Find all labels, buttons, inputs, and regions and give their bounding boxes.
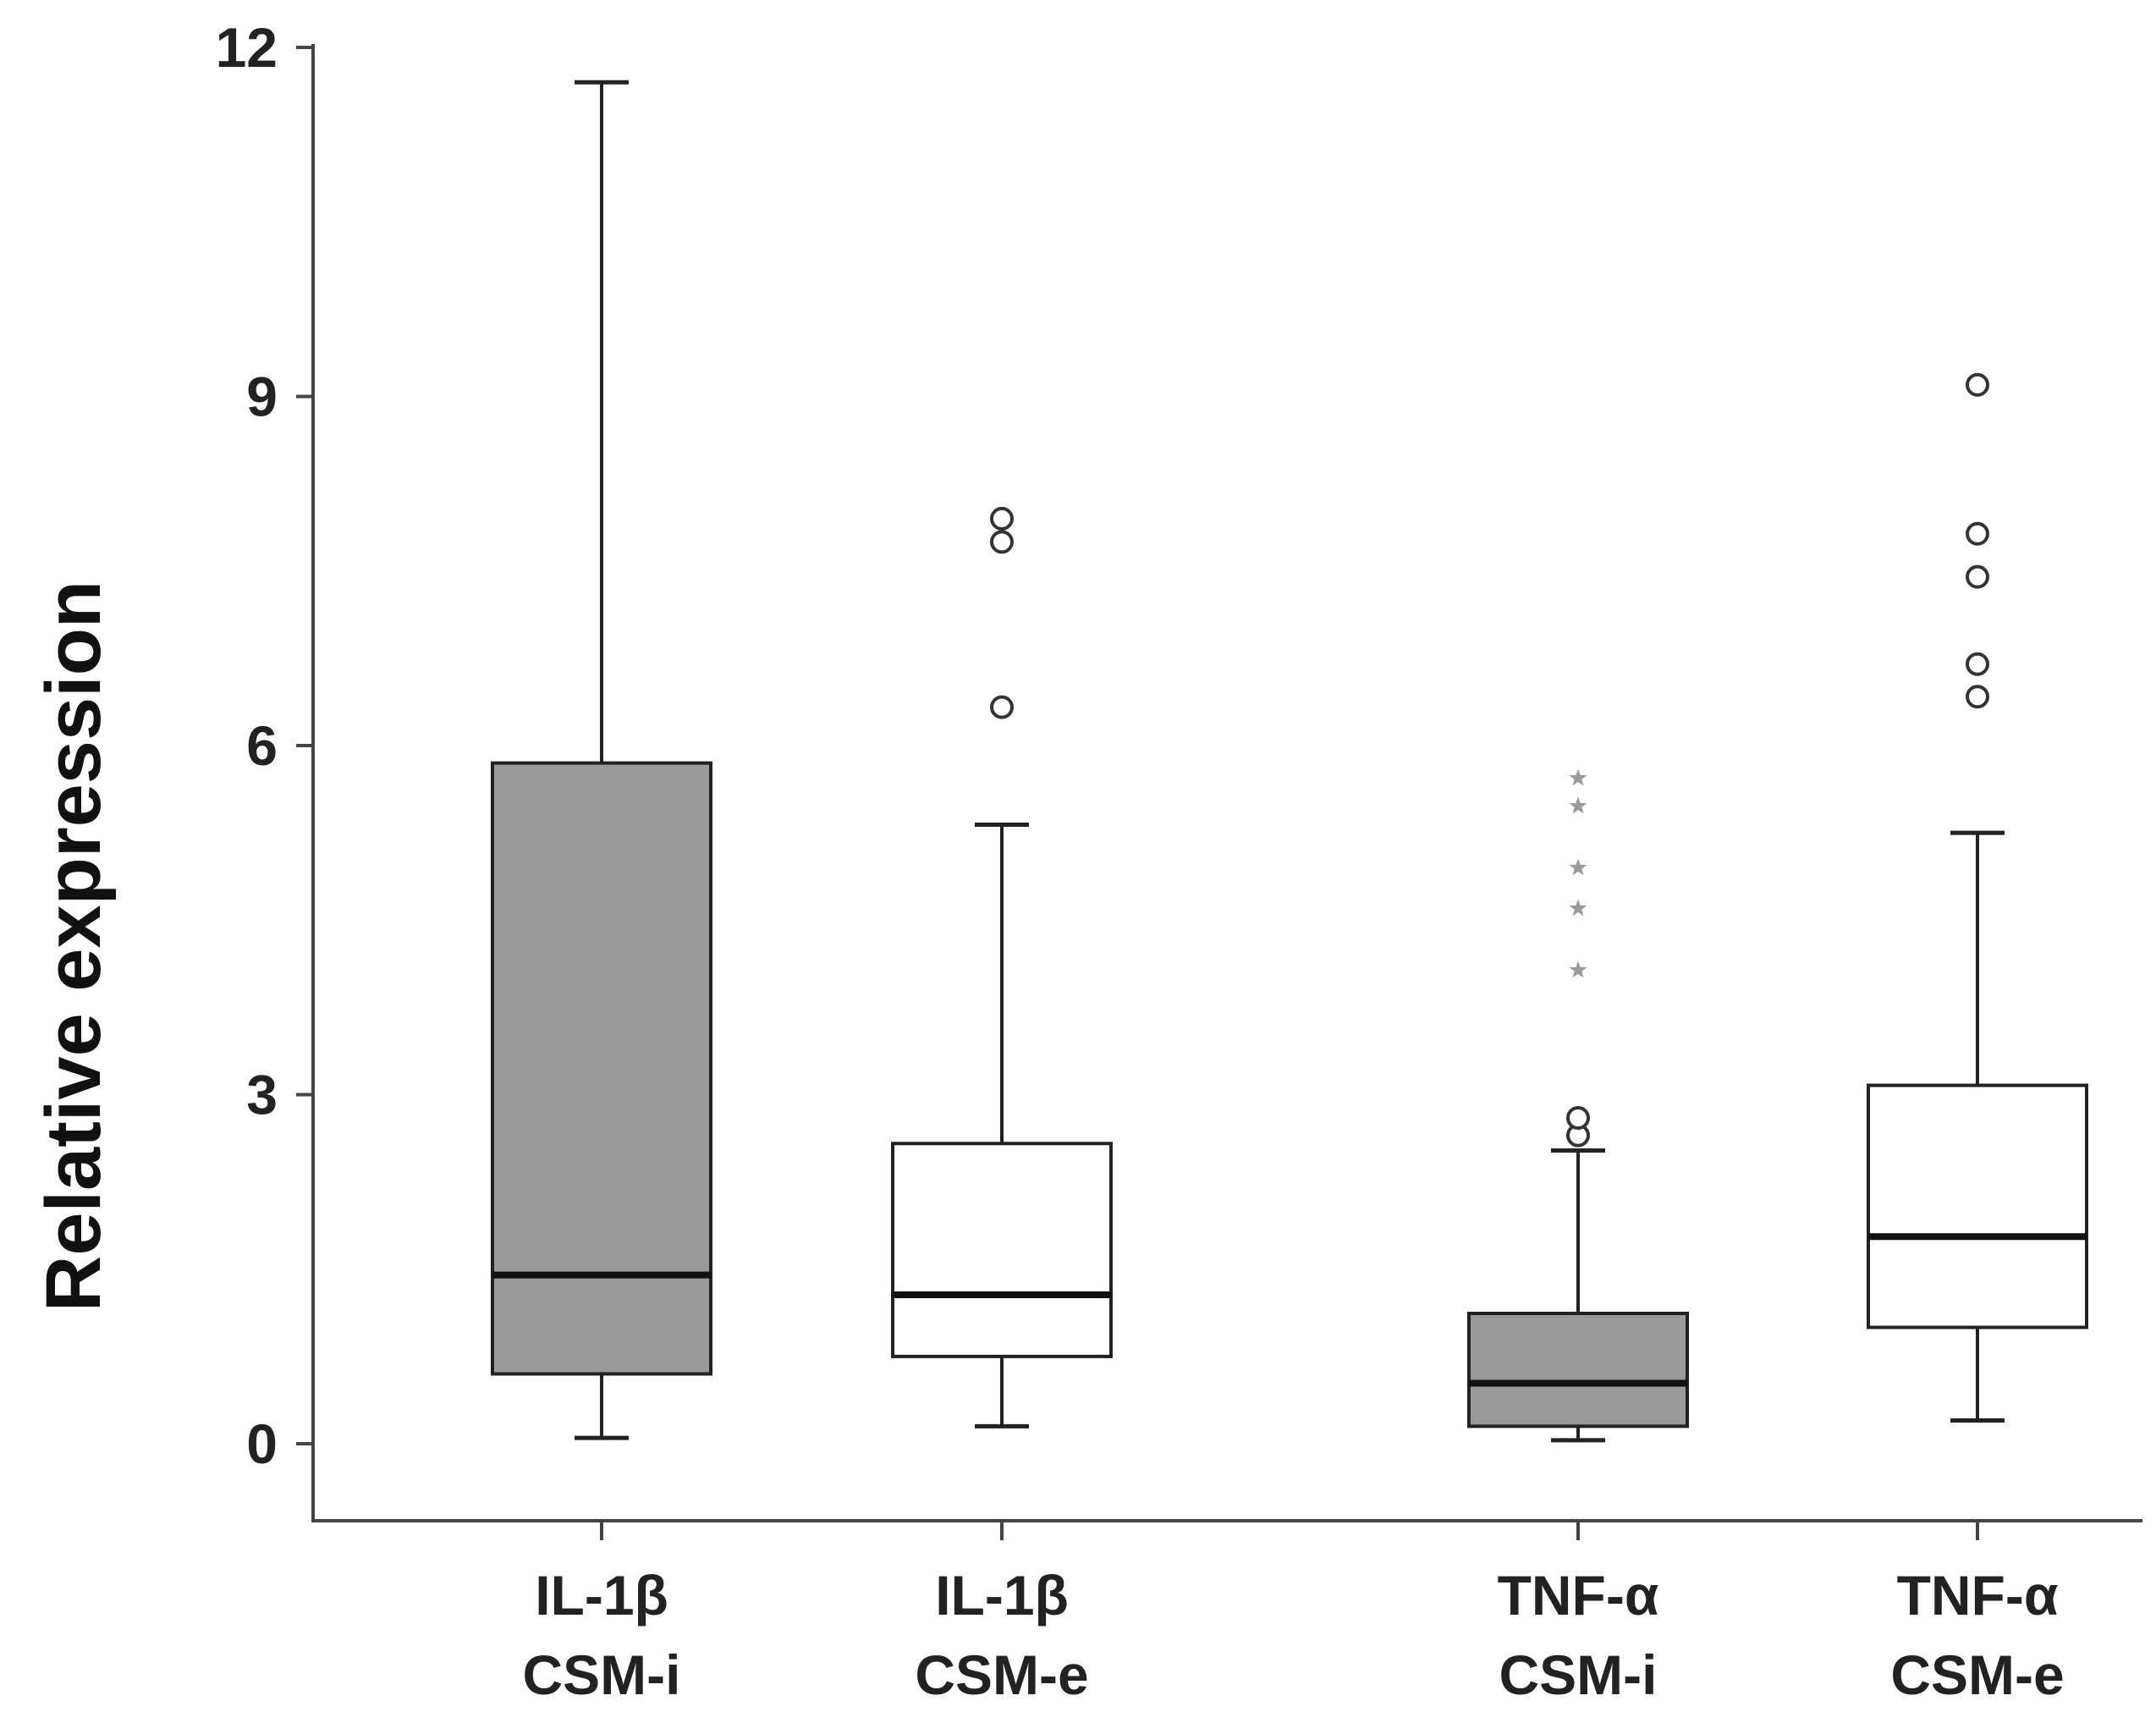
x-tick-label-line2: CSM-e: [1890, 1643, 2064, 1706]
outlier-point: [1566, 1106, 1590, 1130]
y-tick-label: 0: [246, 1412, 278, 1475]
outlier-point: [990, 530, 1014, 554]
extreme-point: [1569, 961, 1587, 978]
outlier-point: [1966, 521, 1989, 546]
extreme-point: [1569, 899, 1587, 917]
iqr-box: [891, 1142, 1113, 1358]
x-tick-label-line2: CSM-i: [523, 1643, 681, 1706]
plot-marks: [491, 80, 2088, 1443]
outlier-point: [990, 506, 1014, 531]
x-ticks: IL-1β CSM-i IL-1β CSM-e TNF-α CSM-i TNF-α CSM-e: [523, 1521, 2065, 1706]
x-tick-label-line1: TNF-α: [1498, 1564, 1659, 1627]
extreme-point: [1569, 796, 1587, 814]
outlier-point: [990, 695, 1014, 719]
y-axis-title: Relative expression: [30, 581, 117, 1312]
iqr-box: [1467, 1312, 1689, 1428]
y-tick-label: 3: [246, 1064, 278, 1126]
box-group-1: [491, 80, 712, 1440]
box-group-3: [1467, 768, 1689, 1443]
outlier-point: [1966, 685, 1989, 709]
outlier-point: [1966, 564, 1989, 589]
x-tick-label-line2: CSM-i: [1499, 1643, 1658, 1706]
y-tick-label: 12: [216, 16, 278, 79]
extreme-point: [1569, 858, 1587, 876]
x-tick-label-line1: TNF-α: [1897, 1564, 2059, 1627]
iqr-box: [1867, 1083, 2088, 1329]
outlier-point: [1966, 372, 1989, 397]
iqr-box: [491, 761, 712, 1376]
box-group-2: [891, 506, 1113, 1428]
x-tick-label-line1: IL-1β: [535, 1564, 668, 1627]
box-group-4: [1867, 372, 2088, 1423]
extreme-point: [1569, 768, 1587, 786]
outlier-point: [1966, 652, 1989, 676]
x-tick-label-line1: IL-1β: [935, 1564, 1069, 1627]
y-tick-label: 6: [246, 714, 278, 777]
axes: [311, 44, 2142, 1522]
y-ticks: 0 3 6 9 12: [216, 16, 313, 1475]
y-tick-label: 9: [246, 366, 278, 428]
x-tick-label-line2: CSM-e: [915, 1643, 1088, 1706]
